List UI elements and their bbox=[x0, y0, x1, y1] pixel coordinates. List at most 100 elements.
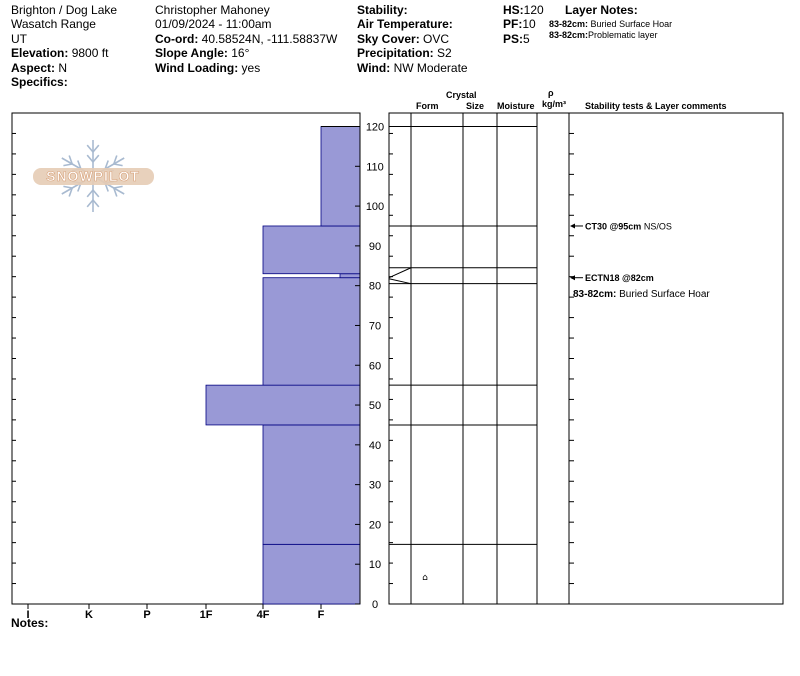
snowflake-branch bbox=[113, 187, 118, 197]
snowflake-branch bbox=[113, 163, 123, 167]
ps-label: PS: bbox=[503, 32, 524, 46]
hardness-tick-label: 1F bbox=[200, 609, 213, 621]
specifics-label: Specifics: bbox=[11, 75, 68, 89]
snowflake-branch bbox=[92, 189, 100, 198]
height-tick-label: 80 bbox=[369, 281, 381, 293]
column-density-unit: kg/m³ bbox=[542, 99, 567, 109]
air-temp-label: Air Temperature: bbox=[357, 17, 453, 31]
snowflake-branch bbox=[86, 154, 94, 163]
hardness-bars bbox=[205, 113, 361, 605]
wind-loading-value: yes bbox=[241, 61, 261, 75]
snowflake-branch bbox=[63, 163, 73, 167]
sky-value: OVC bbox=[423, 32, 450, 46]
coordinates: Co-ord: 40.58524N, -111.58837W bbox=[155, 32, 337, 46]
column-rho: ρ bbox=[548, 88, 554, 98]
snowpilot-logo: SNOWPILOT bbox=[33, 140, 154, 212]
hardness-tick-label: 4F bbox=[257, 609, 270, 621]
slope-angle: Slope Angle: 16° bbox=[155, 46, 249, 60]
hardness-bar bbox=[262, 225, 361, 275]
stability-test-result: NS/OS bbox=[641, 221, 672, 231]
snowflake-branch bbox=[68, 155, 73, 165]
layer-note-2-text: Problematic layer bbox=[588, 30, 658, 40]
hs-value: 120 bbox=[523, 3, 544, 17]
test-arrow-head bbox=[570, 275, 575, 281]
hardness-bar bbox=[320, 126, 361, 227]
stability-tests: CT30 @95cm NS/OS ECTN18 @82cm 83-82cm: Bur… bbox=[570, 221, 710, 300]
height-axis: 0 10 20 30 40 50 60 70 80 90 100 110 120 bbox=[355, 122, 384, 611]
grid-frame bbox=[388, 112, 784, 605]
state: UT bbox=[11, 32, 27, 46]
height-tick-label: 0 bbox=[372, 599, 378, 611]
sky-label: Sky Cover: bbox=[357, 32, 420, 46]
elevation: Elevation: 9800 ft bbox=[11, 46, 108, 60]
layer-note-1-text: Buried Surface Hoar bbox=[590, 19, 673, 29]
precip-value: S2 bbox=[437, 46, 452, 60]
column-moisture: Moisture bbox=[497, 101, 535, 111]
hardness-tick-label: P bbox=[143, 609, 150, 621]
slope-value: 16° bbox=[231, 46, 250, 60]
notes-label: Notes: bbox=[11, 616, 49, 630]
height-tick-label: 60 bbox=[369, 360, 381, 372]
pf-label: PF: bbox=[503, 17, 523, 31]
datetime: 01/09/2024 - 11:00am bbox=[155, 17, 272, 31]
layer-grid: ⌂ bbox=[388, 112, 784, 605]
snowflake-branch bbox=[104, 160, 109, 170]
snowflake-branch bbox=[86, 144, 94, 153]
height-tick-label: 110 bbox=[366, 161, 384, 173]
height-tick-label: 70 bbox=[369, 320, 381, 332]
layer-note-1-range: 83-82cm: bbox=[549, 19, 589, 29]
layer-notes-label: Layer Notes: bbox=[565, 3, 638, 17]
snowflake-branch bbox=[113, 155, 118, 165]
air-temperature: Air Temperature: bbox=[357, 17, 453, 31]
ps-value: 5 bbox=[523, 32, 530, 46]
hardness-bar bbox=[262, 424, 361, 545]
logo-banner bbox=[33, 168, 154, 185]
snowflake-branch bbox=[86, 199, 94, 208]
thin-layer-connector bbox=[388, 267, 412, 279]
pf-value: 10 bbox=[522, 17, 536, 31]
snowflake-branch bbox=[86, 189, 94, 198]
column-form: Form bbox=[416, 101, 439, 111]
stability-test-label: ECTN18 @82cm bbox=[585, 273, 654, 283]
aspect-value: N bbox=[58, 61, 68, 75]
hardness-tick-label: F bbox=[318, 609, 325, 621]
slope-label: Slope Angle: bbox=[155, 46, 228, 60]
layer-comment-range: 83-82cm: bbox=[573, 289, 616, 300]
aspect-label: Aspect: bbox=[11, 61, 56, 75]
hs-label: HS: bbox=[503, 3, 524, 17]
wind-value: NW Moderate bbox=[393, 61, 468, 75]
stability-test-code: CT30 @95cm bbox=[585, 221, 641, 231]
height-tick-label: 40 bbox=[369, 440, 381, 452]
precipitation: Precipitation: S2 bbox=[357, 46, 452, 60]
snowflake-branch bbox=[77, 160, 82, 170]
elevation-label: Elevation: bbox=[11, 46, 69, 60]
height-tick-label: 20 bbox=[369, 519, 381, 531]
pf: PF:10 bbox=[503, 17, 536, 31]
logo-text: SNOWPILOT bbox=[46, 168, 140, 184]
hardness-tick-label: I bbox=[26, 609, 29, 621]
hardness-tick-label: K bbox=[85, 609, 93, 621]
mountain-range: Wasatch Range bbox=[11, 17, 96, 31]
wind-label: Wind: bbox=[357, 61, 391, 75]
sky-cover: Sky Cover: OVC bbox=[357, 32, 449, 46]
column-crystal: Crystal bbox=[446, 90, 477, 100]
elevation-value: 9800 ft bbox=[71, 46, 109, 60]
height-tick-label: 120 bbox=[366, 122, 384, 134]
stability-test-code: ECTN18 @82cm bbox=[585, 273, 654, 283]
height-tick-label: 90 bbox=[369, 241, 381, 253]
layer-comment: 83-82cm: Buried Surface Hoar bbox=[573, 289, 710, 300]
aspect: Aspect: N bbox=[11, 61, 67, 75]
column-size: Size bbox=[466, 101, 485, 111]
layer-note-2-range: 83-82cm: bbox=[549, 30, 589, 40]
stability-label: Stability: bbox=[357, 3, 408, 17]
snowflake-branch bbox=[92, 144, 100, 153]
thin-layer-connector bbox=[388, 278, 412, 285]
column-stability: Stability tests & Layer comments bbox=[585, 101, 727, 111]
layer-note-1: 83-82cm: Buried Surface Hoar bbox=[549, 19, 672, 30]
wind-loading: Wind Loading: yes bbox=[155, 61, 260, 75]
wind-loading-label: Wind Loading: bbox=[155, 61, 239, 75]
ps: PS:5 bbox=[503, 32, 530, 46]
wind: Wind: NW Moderate bbox=[357, 61, 468, 75]
snowflake-branch bbox=[68, 187, 73, 197]
